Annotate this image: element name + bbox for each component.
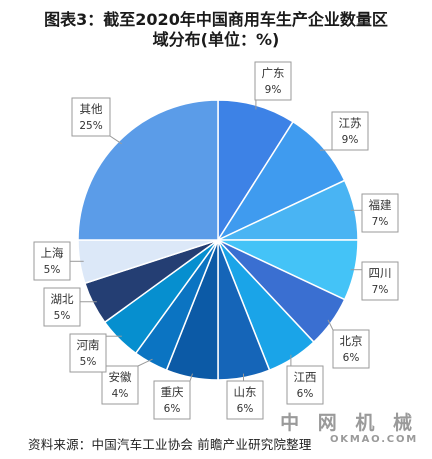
callout-box bbox=[33, 241, 71, 281]
slice-label: 四川 bbox=[369, 266, 392, 280]
callout-box bbox=[43, 287, 81, 327]
callout-box bbox=[361, 261, 399, 301]
slice-label: 北京 bbox=[340, 334, 363, 348]
source-note: 资料来源：中国汽车工业协会 前瞻产业研究院整理 bbox=[28, 437, 312, 452]
callout-box bbox=[286, 365, 324, 405]
pie-slice-1 bbox=[215, 120, 346, 242]
slice-value-label: 5% bbox=[54, 310, 71, 322]
leader-line-8 bbox=[137, 358, 153, 367]
slice-value-label: 5% bbox=[44, 264, 61, 276]
slice-value-label: 5% bbox=[80, 356, 97, 368]
slice-label: 福建 bbox=[369, 198, 392, 212]
leader-line-12 bbox=[109, 135, 123, 145]
pie-slices bbox=[77, 99, 359, 381]
callout-box bbox=[361, 193, 399, 233]
leader-line-4 bbox=[327, 319, 334, 331]
callout-2: 福建 7% bbox=[361, 193, 399, 233]
brand-url: OKMAO.COM bbox=[329, 434, 418, 445]
callout-5: 江西 6% bbox=[286, 365, 324, 405]
slice-label: 上海 bbox=[41, 246, 64, 260]
slice-value-label: 9% bbox=[265, 84, 282, 96]
slice-value-label: 6% bbox=[343, 352, 360, 364]
callout-box bbox=[226, 380, 264, 420]
slice-value-label: 6% bbox=[237, 403, 254, 415]
callout-9: 河南 5% bbox=[69, 333, 107, 373]
slice-value-label: 4% bbox=[112, 388, 129, 400]
pie-chart: 广东 9% 江苏 9% 福建 7% 四川 7% 北京 6% 江西 6% 山东 6% 重庆 6% 安徽 4% 河南 5%… bbox=[33, 61, 399, 420]
brand-name: 中 网 机 械 bbox=[280, 412, 418, 434]
callout-box bbox=[153, 380, 191, 420]
callout-10: 湖北 5% bbox=[43, 287, 81, 327]
callout-box bbox=[331, 111, 369, 151]
callout-box bbox=[69, 333, 107, 373]
chart-title-line2: 域分布(单位：%) bbox=[152, 30, 280, 49]
callout-0: 广东 9% bbox=[254, 61, 292, 101]
callout-8: 安徽 4% bbox=[101, 365, 139, 405]
slice-value-label: 9% bbox=[342, 134, 359, 146]
pie-slice-0 bbox=[217, 99, 295, 243]
callout-4: 北京 6% bbox=[332, 329, 370, 369]
slice-value-label: 7% bbox=[372, 216, 389, 228]
callout-box bbox=[332, 329, 370, 369]
slice-label: 湖北 bbox=[51, 292, 74, 306]
chart-title-line1: 图表3：截至2020年中国商用车生产企业数量区 bbox=[44, 10, 388, 29]
chart-title: 图表3：截至2020年中国商用车生产企业数量区 域分布(单位：%) bbox=[0, 10, 432, 50]
slice-label: 河南 bbox=[77, 338, 100, 352]
callout-box bbox=[101, 365, 139, 405]
callout-12: 其他 25% bbox=[71, 97, 111, 137]
slice-value-label: 6% bbox=[297, 388, 314, 400]
slice-value-label: 25% bbox=[79, 120, 102, 132]
pie-slice-12 bbox=[77, 99, 219, 241]
slice-label: 安徽 bbox=[109, 370, 132, 384]
slice-label: 江西 bbox=[294, 370, 317, 384]
callout-6: 山东 6% bbox=[226, 380, 264, 420]
slice-callouts: 广东 9% 江苏 9% 福建 7% 四川 7% 北京 6% 江西 6% 山东 6% 重庆 6% 安徽 4% 河南 5%… bbox=[33, 61, 399, 420]
callout-leaders bbox=[70, 100, 362, 382]
slice-label: 其他 bbox=[80, 102, 103, 116]
callout-11: 上海 5% bbox=[33, 241, 71, 281]
slice-value-label: 7% bbox=[372, 284, 389, 296]
callout-3: 四川 7% bbox=[361, 261, 399, 301]
callout-7: 重庆 6% bbox=[153, 380, 191, 420]
slice-label: 江苏 bbox=[339, 116, 362, 130]
callout-box bbox=[254, 61, 292, 101]
callout-1: 江苏 9% bbox=[331, 111, 369, 151]
slice-label: 重庆 bbox=[161, 385, 184, 399]
slice-label: 广东 bbox=[262, 66, 285, 80]
callout-box bbox=[71, 97, 111, 137]
leader-line-7 bbox=[189, 373, 193, 382]
slice-label: 山东 bbox=[234, 385, 257, 399]
brand-watermark: 中 网 机 械 OKMAO.COM bbox=[280, 412, 418, 446]
slice-value-label: 6% bbox=[164, 403, 181, 415]
